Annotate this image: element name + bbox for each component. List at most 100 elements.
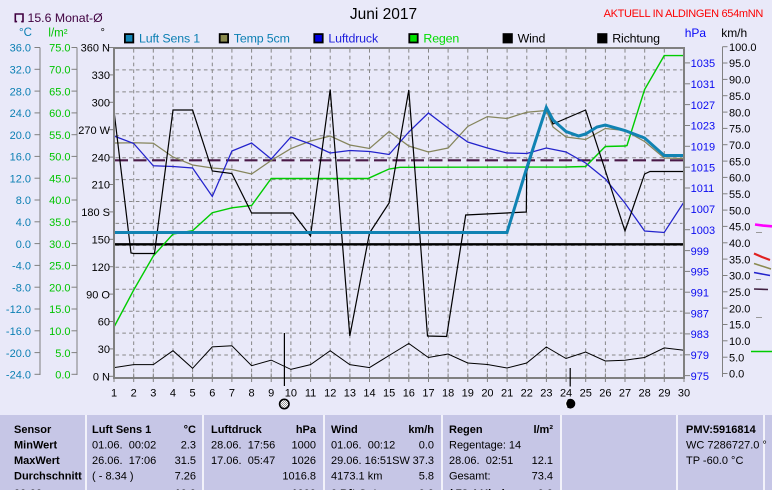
svg-text:1031: 1031: [691, 79, 715, 91]
svg-text:987: 987: [691, 308, 709, 320]
svg-text:1023: 1023: [691, 121, 715, 133]
svg-text:1026: 1026: [292, 455, 316, 467]
svg-text:( 78.4 Uhr ): ( 78.4 Uhr ): [449, 488, 506, 490]
svg-text:29.06. 16:51SW: 29.06. 16:51SW: [331, 455, 411, 467]
svg-text:73.4: 73.4: [532, 471, 553, 483]
svg-text:80.0: 80.0: [729, 107, 750, 119]
svg-text:0.0: 0.0: [729, 369, 744, 381]
svg-text:Richtung: Richtung: [612, 32, 660, 46]
svg-text:hPa: hPa: [685, 26, 707, 40]
svg-text:26.06. 17:06: 26.06. 17:06: [92, 455, 156, 467]
svg-text:-12.0: -12.0: [6, 304, 31, 316]
svg-text:1000: 1000: [292, 440, 316, 452]
svg-text:20.0: 20.0: [729, 303, 750, 315]
svg-text:55.0: 55.0: [49, 130, 70, 142]
svg-text:100.0: 100.0: [729, 42, 757, 54]
svg-text:30: 30: [98, 344, 110, 356]
svg-text:20.0: 20.0: [49, 282, 70, 294]
svg-text:1035: 1035: [691, 58, 715, 70]
svg-text:1: 1: [111, 388, 117, 400]
svg-text:15.0: 15.0: [49, 304, 70, 316]
svg-text:975: 975: [691, 371, 709, 383]
svg-text:1015: 1015: [691, 162, 715, 174]
svg-text:Regen: Regen: [423, 32, 459, 46]
svg-text:55.0: 55.0: [729, 189, 750, 201]
svg-text:0.0: 0.0: [419, 488, 434, 490]
svg-text:Gesamt:: Gesamt:: [449, 471, 491, 483]
svg-text:28.06. 17:56: 28.06. 17:56: [211, 440, 275, 452]
svg-text:15.6 Monat-Ø: 15.6 Monat-Ø: [28, 11, 104, 25]
svg-text:1027: 1027: [691, 100, 715, 112]
svg-text:8.0: 8.0: [16, 195, 31, 207]
svg-text:70.0: 70.0: [729, 140, 750, 152]
svg-text:13: 13: [344, 388, 356, 400]
svg-text:Luft Sens 1: Luft Sens 1: [92, 424, 151, 436]
svg-text:15: 15: [383, 388, 395, 400]
svg-text:10.0: 10.0: [729, 336, 750, 348]
svg-text:-8.0: -8.0: [12, 282, 31, 294]
svg-text:995: 995: [691, 267, 709, 279]
svg-text:8: 8: [249, 388, 255, 400]
svg-text:40.0: 40.0: [49, 195, 70, 207]
svg-text:1016.8: 1016.8: [282, 471, 316, 483]
svg-text:35.0: 35.0: [49, 217, 70, 229]
svg-text:°: °: [101, 27, 105, 39]
svg-text:95.0: 95.0: [729, 58, 750, 70]
svg-text:1000: 1000: [292, 488, 316, 490]
svg-text:85.0: 85.0: [729, 91, 750, 103]
svg-text:12.1: 12.1: [532, 455, 553, 467]
svg-text:270 W: 270 W: [78, 125, 110, 137]
svg-text:35.0: 35.0: [729, 254, 750, 266]
svg-text:65.0: 65.0: [49, 86, 70, 98]
svg-text:20.0: 20.0: [10, 130, 31, 142]
svg-text:hPa: hPa: [296, 424, 317, 436]
svg-text:Wind: Wind: [518, 32, 546, 46]
svg-text:18: 18: [442, 388, 454, 400]
svg-text:240: 240: [92, 152, 110, 164]
svg-text:-4.0: -4.0: [12, 261, 31, 273]
svg-text:Luft Sens 1: Luft Sens 1: [139, 32, 200, 46]
svg-text:01.06. 00:02: 01.06. 00:02: [92, 440, 156, 452]
svg-text:23: 23: [540, 388, 552, 400]
svg-text:1003: 1003: [691, 225, 715, 237]
svg-text:36.0: 36.0: [10, 43, 31, 55]
svg-text:60.0: 60.0: [729, 173, 750, 185]
svg-text:24: 24: [560, 388, 572, 400]
svg-text:l/m²: l/m²: [533, 424, 553, 436]
svg-text:24.0: 24.0: [10, 108, 31, 120]
svg-text:TP -60.0 °C: TP -60.0 °C: [686, 455, 743, 467]
svg-text:10.0: 10.0: [49, 326, 70, 338]
svg-text:PMV:5916814: PMV:5916814: [686, 424, 757, 436]
svg-text:10.0: 10.0: [175, 488, 196, 490]
svg-text:3: 3: [150, 388, 156, 400]
svg-text:0.0: 0.0: [419, 440, 434, 452]
svg-text:5.0: 5.0: [729, 352, 744, 364]
svg-text:4.0: 4.0: [16, 217, 31, 229]
svg-text:16: 16: [403, 388, 415, 400]
svg-text:0.0: 0.0: [55, 370, 70, 382]
svg-text:45.0: 45.0: [49, 173, 70, 185]
svg-text:1007: 1007: [691, 204, 715, 216]
svg-text:l/m²: l/m²: [48, 28, 67, 40]
svg-text:7: 7: [229, 388, 235, 400]
svg-text:5.0: 5.0: [55, 348, 70, 360]
svg-text:°C: °C: [19, 27, 32, 39]
svg-text:10: 10: [285, 388, 297, 400]
svg-text:12.0: 12.0: [10, 173, 31, 185]
svg-text:28.06. 02:51: 28.06. 02:51: [449, 455, 513, 467]
svg-text:360 N: 360 N: [81, 43, 110, 55]
svg-text:Luftdruck: Luftdruck: [211, 424, 263, 436]
svg-text:14: 14: [363, 388, 375, 400]
svg-text:Wind: Wind: [331, 424, 358, 436]
svg-text:330: 330: [92, 70, 110, 82]
svg-text:25.0: 25.0: [49, 261, 70, 273]
svg-text:2.3: 2.3: [181, 440, 196, 452]
svg-text:999: 999: [691, 246, 709, 258]
svg-text:27: 27: [619, 388, 631, 400]
svg-text:25: 25: [580, 388, 592, 400]
svg-text:60: 60: [98, 317, 110, 329]
svg-text:01.06. 00:12: 01.06. 00:12: [331, 440, 395, 452]
svg-text:7.26: 7.26: [175, 471, 196, 483]
svg-text:5.8: 5.8: [419, 471, 434, 483]
svg-text:20: 20: [481, 388, 493, 400]
